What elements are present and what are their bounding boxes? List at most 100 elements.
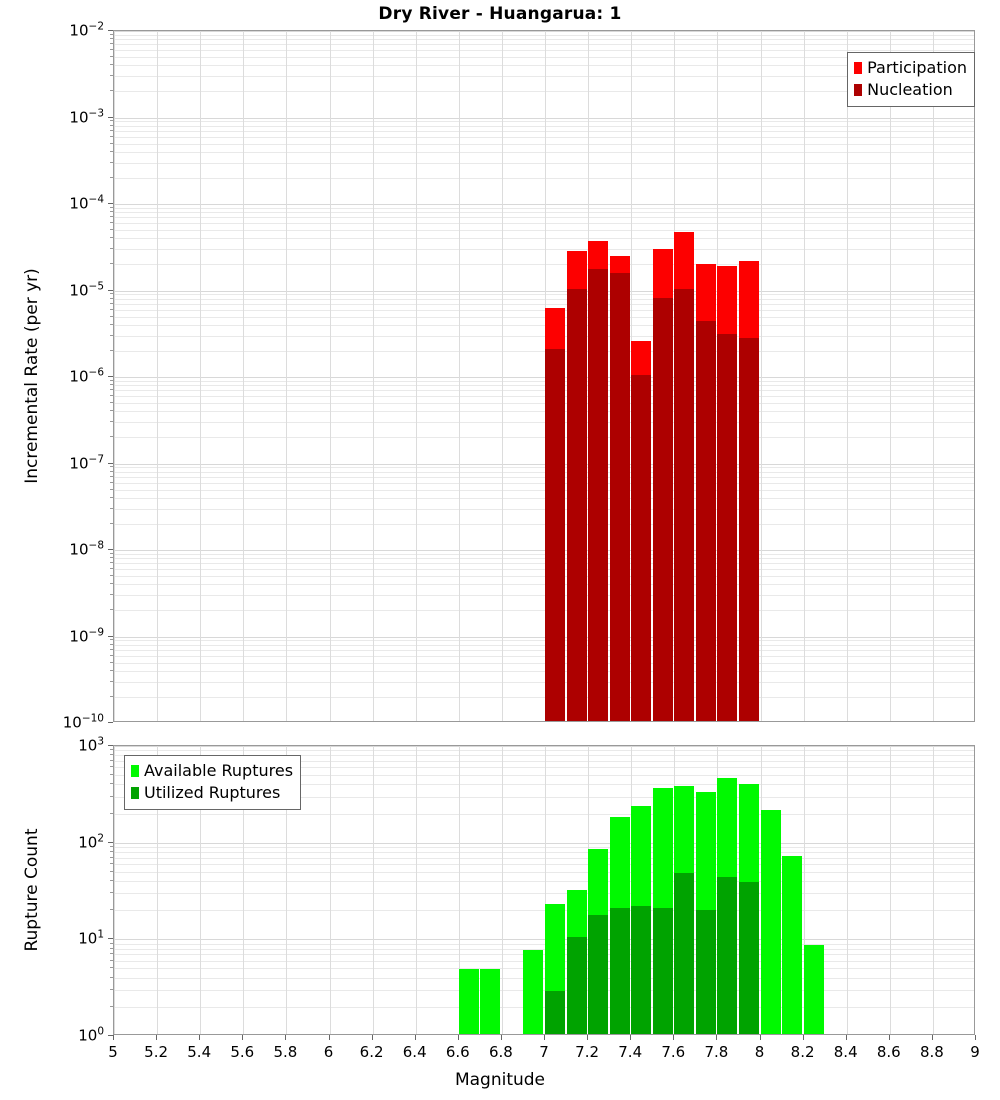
bar-group [523,746,544,1034]
bar-segment [566,288,587,721]
x-tick-mark [500,1035,502,1040]
bar-group [760,746,781,1034]
y-tick-mark [110,334,113,336]
y-axis-label-bottom: Rupture Count [22,828,42,952]
bar-segment [717,333,738,721]
bar-group [782,746,803,1034]
gridline-horizontal [114,204,974,205]
bar-segment [609,908,630,1034]
gridline-horizontal [114,968,974,970]
bar-segment [545,990,566,1034]
legend-label: Available Ruptures [144,761,294,780]
gridline-horizontal [114,670,974,672]
gridline-horizontal [114,350,974,352]
gridline-horizontal [114,39,974,41]
y-tick-mark [108,462,113,464]
bar-segment [545,348,566,721]
gridline-horizontal [114,125,974,127]
legend-swatch-icon [854,62,863,74]
y-tick-mark [110,759,113,761]
bar-group [609,746,630,1034]
x-tick-label: 8.8 [919,1043,944,1061]
gridline-horizontal [114,796,974,798]
y-tick-label: 101 [78,928,104,948]
gridline-horizontal [114,324,974,326]
y-tick-mark [110,206,113,208]
y-tick-mark [110,947,113,949]
gridline-horizontal [114,750,974,752]
gridline-horizontal [114,34,974,36]
y-tick-label: 10−5 [69,280,104,299]
legend-bottom: Available Ruptures Utilized Ruptures [124,755,302,810]
x-tick-mark [888,1035,890,1040]
y-tick-label: 100 [78,1025,104,1045]
gridline-horizontal [114,569,974,571]
gridline-horizontal [114,989,974,991]
bar-group [588,31,609,721]
y-tick-mark [110,475,113,477]
bar-segment [480,969,501,1034]
bar-segment [631,375,652,721]
x-tick-mark [673,1035,675,1040]
bar-group [738,746,759,1034]
y-tick-mark [110,216,113,218]
y-tick-mark [110,959,113,961]
bar-group [652,746,673,1034]
gridline-horizontal [114,760,974,762]
y-tick-mark [110,349,113,351]
y-tick-label: 10−6 [69,366,104,386]
y-tick-mark [110,1005,113,1007]
y-tick-mark [110,402,113,404]
y-tick-mark [110,436,113,438]
y-tick-mark [110,754,113,756]
x-tick-mark [285,1035,287,1040]
x-tick-label: 5 [108,1043,118,1061]
gridline-horizontal [114,910,974,912]
x-tick-mark [587,1035,589,1040]
gridline-vertical [501,31,503,721]
bar-group [609,31,630,721]
y-tick-mark [110,421,113,423]
y-tick-label: 10−2 [69,20,104,40]
y-tick-mark [108,30,113,31]
gridline-horizontal [114,943,974,945]
gridline-vertical [760,31,762,721]
x-tick-mark [199,1035,201,1040]
bar-segment [652,297,673,721]
gridline-vertical [286,31,288,721]
x-tick-mark [802,1035,804,1040]
y-tick-mark [110,43,113,45]
gridline-vertical [415,31,417,721]
gridline-horizontal [114,584,974,586]
gridline-horizontal [114,636,974,638]
gridline-horizontal [114,50,974,52]
y-tick-mark [110,129,113,131]
y-tick-mark [110,120,113,122]
y-tick-mark [110,846,113,848]
y-tick-label: 10−3 [69,107,104,126]
y-tick-mark [110,648,113,650]
y-tick-mark [110,654,113,656]
x-tick-label: 6.6 [445,1043,470,1061]
y-tick-mark [110,308,113,310]
x-tick-mark [931,1035,933,1040]
y-tick-mark [110,142,113,144]
y-tick-mark [110,851,113,853]
y-tick-mark [110,481,113,483]
y-tick-mark [110,389,113,391]
x-tick-label: 9 [970,1043,980,1061]
x-tick-mark [716,1035,718,1040]
y-tick-mark [110,470,113,472]
bar-group [588,746,609,1034]
x-tick-label: 5.6 [230,1043,255,1061]
gridline-horizontal [114,767,974,769]
y-tick-mark [110,609,113,611]
y-tick-mark [110,323,113,325]
gridline-horizontal [114,76,974,78]
y-tick-mark [110,695,113,697]
gridline-horizontal [114,644,974,646]
gridline-horizontal [114,294,974,296]
gridline-horizontal [114,550,974,551]
gridline-horizontal [114,655,974,657]
x-axis-label: Magnitude [454,1070,546,1090]
